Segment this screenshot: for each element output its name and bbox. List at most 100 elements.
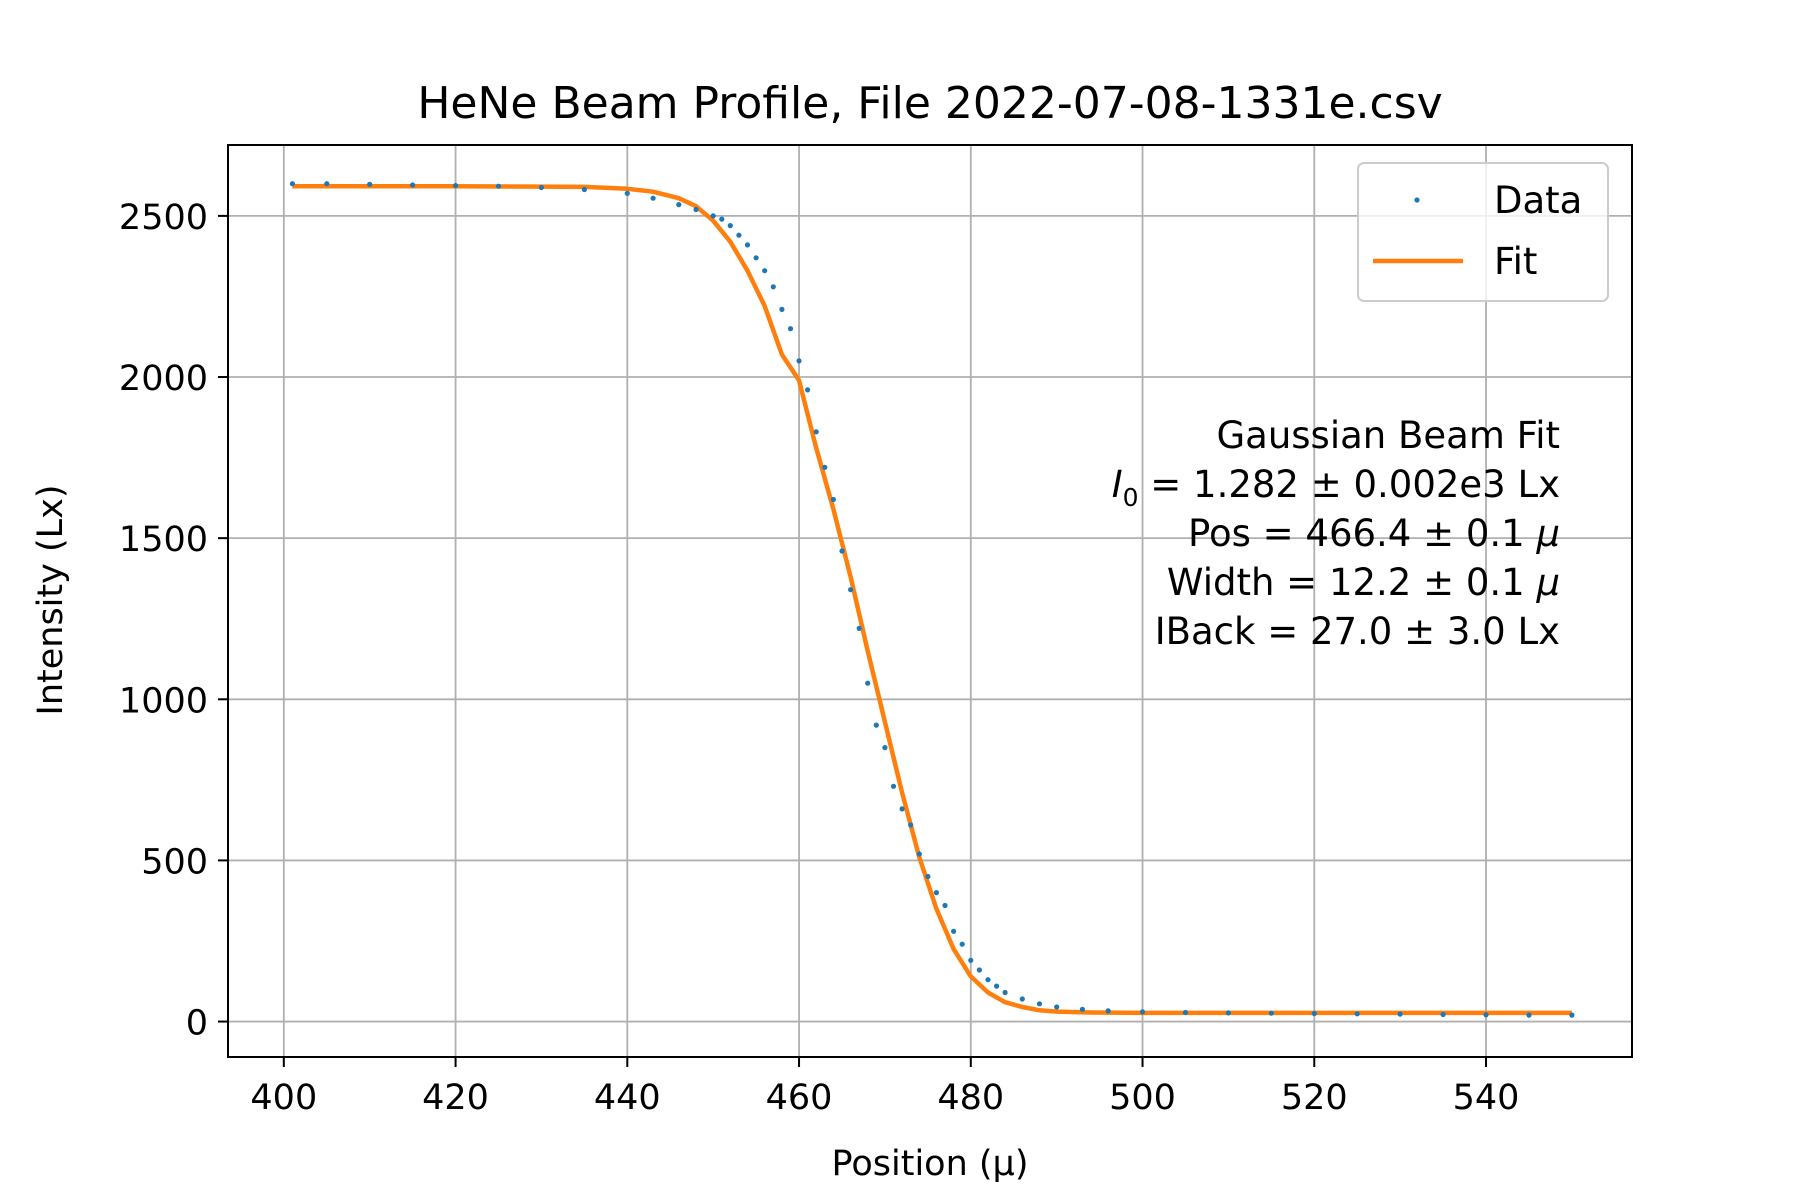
data-point — [968, 957, 974, 963]
data-point — [719, 216, 725, 222]
data-point — [805, 387, 811, 393]
data-point — [1182, 1009, 1189, 1016]
y-axis-label: Intensity (Lx) — [31, 485, 71, 716]
data-point — [908, 822, 914, 828]
data-point — [676, 202, 682, 208]
annotation-i0-subscript: 0 — [1123, 483, 1139, 512]
data-point — [1569, 1012, 1575, 1018]
annotation-width-label: Width = 12.2 ± 0.1 — [1167, 561, 1537, 604]
x-tick-label: 480 — [937, 1078, 1004, 1118]
data-point — [933, 890, 940, 896]
data-point — [1311, 1010, 1317, 1017]
data-point — [959, 941, 965, 947]
data-point — [994, 983, 1000, 989]
data-point — [1225, 1010, 1231, 1016]
annotation-width-unit: μ — [1535, 561, 1560, 604]
data-point — [976, 967, 983, 973]
x-tick-label: 440 — [594, 1078, 661, 1118]
data-point — [1079, 1006, 1085, 1012]
data-point — [839, 548, 845, 554]
data-point — [1440, 1011, 1446, 1018]
data-point — [1483, 1012, 1489, 1018]
annotation-pos-unit: μ — [1535, 512, 1560, 555]
y-tick-label: 500 — [141, 842, 208, 882]
data-point — [289, 181, 295, 187]
data-point — [1139, 1009, 1146, 1015]
x-tick-label: 460 — [766, 1078, 833, 1118]
legend-box — [1357, 162, 1609, 302]
data-point — [693, 206, 699, 213]
data-point — [899, 806, 905, 812]
annotation-iback: IBack = 27.0 ± 3.0 Lx — [1155, 610, 1560, 653]
fit-line — [292, 183, 1572, 1016]
data-point — [865, 680, 871, 686]
data-point — [787, 326, 794, 332]
data-point — [727, 223, 733, 229]
legend-data-marker — [1414, 197, 1420, 203]
data-point — [1105, 1008, 1111, 1014]
legend-fit-label: Fit — [1494, 240, 1537, 283]
y-tick-label: 2500 — [119, 198, 208, 238]
data-point — [822, 464, 828, 470]
annotation-pos-label: Pos = 466.4 ± 0.1 — [1188, 512, 1536, 555]
x-tick-label: 500 — [1109, 1078, 1176, 1118]
x-tick-label: 540 — [1453, 1078, 1520, 1118]
fit-annotation: Gaussian Beam Fit I0 = 1.282 ± 0.002e3 L… — [1112, 414, 1560, 653]
data-point — [1002, 989, 1008, 996]
data-point — [495, 183, 502, 189]
annotation-i0: I0 = 1.282 ± 0.002e3 Lx — [1112, 463, 1560, 512]
data-point — [848, 587, 854, 593]
x-tick-label: 520 — [1281, 1078, 1348, 1118]
data-point — [1354, 1011, 1360, 1017]
x-tick-label: 420 — [422, 1078, 489, 1118]
y-tick-label: 0 — [186, 1004, 208, 1044]
y-tick-label: 2000 — [119, 359, 208, 399]
x-axis-label: Position (μ) — [832, 1144, 1029, 1184]
annotation-i0-symbol: I — [1112, 463, 1123, 506]
y-tick-label: 1000 — [119, 681, 208, 721]
y-tick-label: 1500 — [119, 520, 208, 560]
data-point — [744, 242, 751, 248]
data-point — [925, 873, 931, 880]
annotation-heading: Gaussian Beam Fit — [1216, 414, 1560, 457]
data-point — [942, 902, 948, 909]
plot-area-frame — [227, 144, 1633, 1058]
annotation-i0-value: = 1.282 ± 0.002e3 Lx — [1139, 463, 1560, 506]
data-point — [1268, 1010, 1274, 1016]
legend-data-label: Data — [1494, 179, 1582, 222]
data-point — [882, 745, 888, 751]
data-point — [453, 183, 459, 189]
data-series — [289, 181, 1575, 1018]
data-point — [324, 181, 330, 187]
data-point — [1036, 1001, 1043, 1007]
data-point — [650, 195, 656, 201]
data-point — [813, 429, 819, 435]
x-tick-label: 400 — [250, 1078, 317, 1118]
data-point — [779, 306, 785, 312]
data-point — [410, 182, 416, 188]
data-point — [1019, 996, 1025, 1002]
data-point — [753, 255, 759, 261]
data-point — [890, 783, 897, 789]
fit-series — [292, 183, 1572, 1016]
data-point — [856, 625, 862, 632]
data-point — [830, 496, 837, 503]
data-point — [770, 284, 776, 290]
axis-ticks: 400 420 440 460 480 500 520 540 0 500 1000 1500 2000… — [119, 198, 1520, 1118]
data-point — [710, 213, 716, 219]
data-point — [538, 184, 545, 191]
data-point — [796, 358, 802, 364]
annotation-width: Width = 12.2 ± 0.1 μ — [1167, 561, 1560, 604]
data-point — [873, 722, 879, 728]
chart-title: HeNe Beam Profile, File 2022-07-08-1331e… — [417, 78, 1442, 129]
data-point — [951, 928, 957, 934]
data-point — [762, 268, 768, 274]
data-point — [985, 977, 991, 983]
data-point — [1054, 1004, 1060, 1010]
data-point — [581, 186, 588, 193]
data-point — [916, 851, 922, 857]
annotation-pos: Pos = 466.4 ± 0.1 μ — [1188, 512, 1560, 555]
data-point — [367, 181, 373, 187]
legend: Data Fit — [1357, 162, 1609, 302]
